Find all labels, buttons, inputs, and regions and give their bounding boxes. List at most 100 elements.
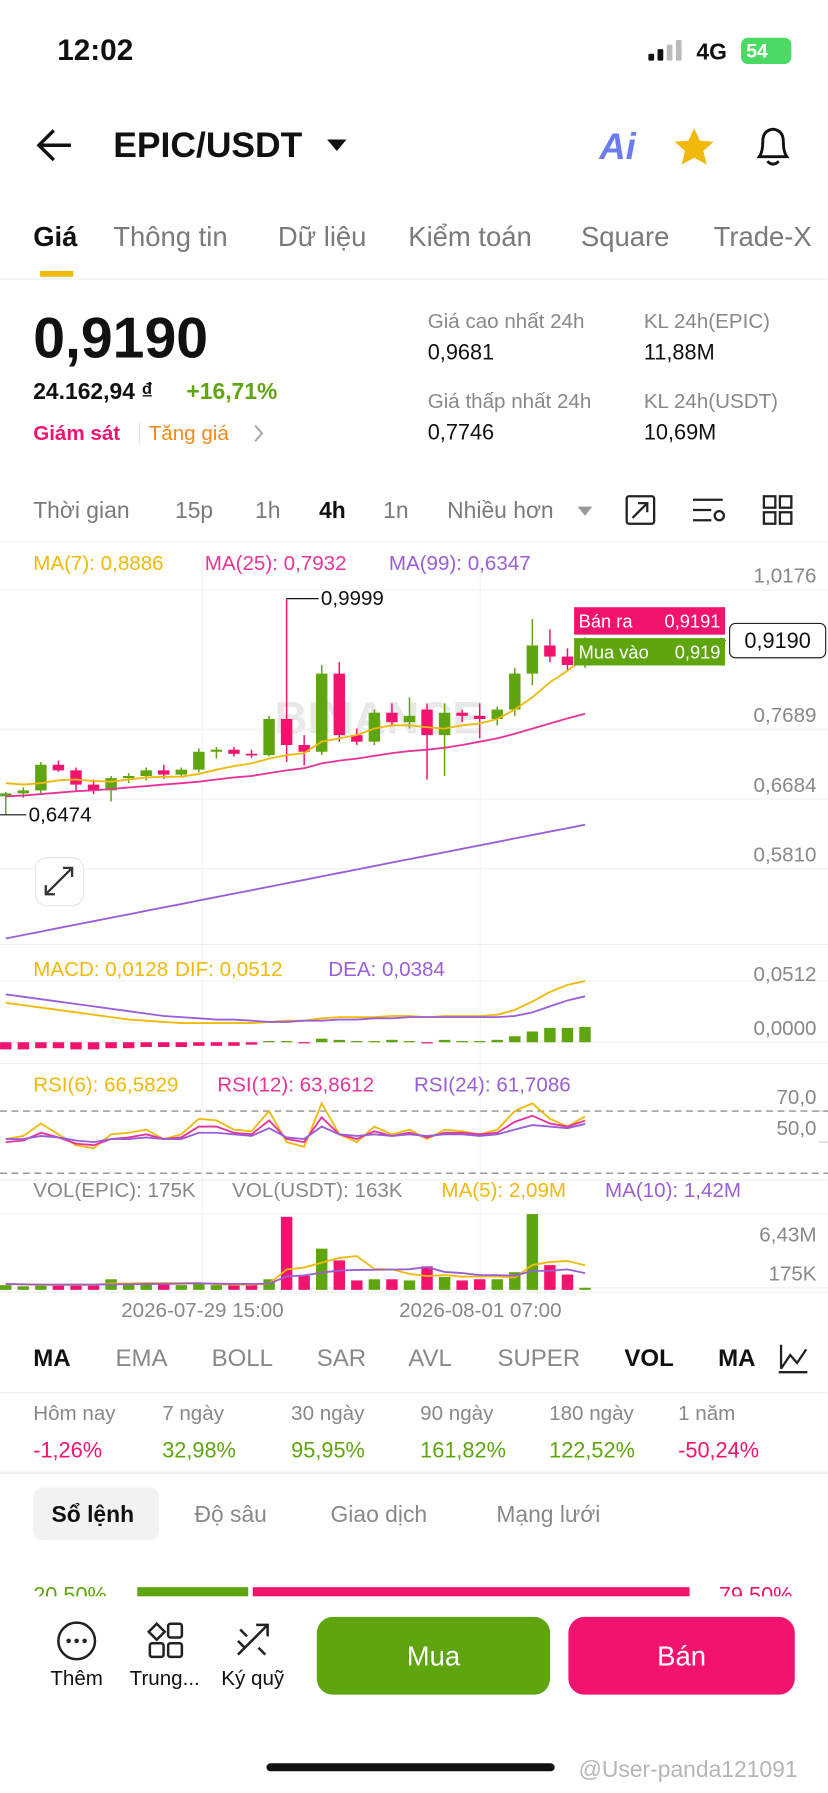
bar	[35, 1042, 47, 1049]
candle-body	[456, 712, 468, 716]
margin-icon[interactable]	[237, 1623, 269, 1656]
bar	[122, 1283, 135, 1290]
tab[interactable]: Dữ liệu	[278, 221, 367, 252]
pair-dropdown[interactable]	[327, 139, 347, 151]
nav-label[interactable]: Thêm	[50, 1667, 103, 1690]
favorite-button[interactable]	[674, 128, 714, 165]
indicator-tab[interactable]: SAR	[317, 1345, 366, 1372]
back-button[interactable]	[36, 129, 71, 162]
ai-button[interactable]: Ai	[598, 126, 636, 167]
candle-body	[438, 712, 451, 736]
sell-label[interactable]: Bán	[657, 1640, 706, 1671]
orderbook-tab[interactable]: Giao dịch	[331, 1501, 428, 1527]
more-caret	[577, 506, 593, 516]
orderbook-tab[interactable]: Mạng lưới	[496, 1501, 600, 1527]
book-value: 0,9191	[665, 610, 721, 631]
nav-label[interactable]: Trung...	[130, 1667, 200, 1690]
indicator-tab[interactable]: MA	[718, 1345, 755, 1372]
y-tick-label: 0,0512	[754, 963, 817, 986]
hub-icon[interactable]	[146, 1621, 184, 1659]
timeframe[interactable]: Thời gian	[33, 497, 129, 523]
candle-body	[105, 778, 117, 791]
monitor-link[interactable]: Giám sát	[33, 422, 120, 445]
indicator-tab[interactable]: SUPER	[497, 1345, 580, 1372]
pair-title[interactable]: EPIC/USDT	[113, 125, 302, 165]
bar	[386, 1039, 398, 1043]
orderbook-tab[interactable]: Sổ lệnh	[52, 1501, 135, 1527]
indicator-line	[5, 1114, 586, 1147]
bar	[473, 1279, 486, 1290]
bar	[228, 1285, 240, 1290]
indicator-line	[5, 1123, 586, 1144]
tab[interactable]: Kiểm toán	[408, 221, 532, 252]
indicator-line	[5, 656, 586, 786]
timeframe[interactable]: Nhiều hơn	[447, 497, 553, 523]
tab[interactable]: Trade-X	[714, 221, 812, 252]
bar	[386, 1279, 398, 1290]
watermark: @User-panda121091	[579, 1756, 798, 1782]
candle-body	[70, 770, 82, 785]
bar	[509, 1036, 521, 1043]
candle-body	[280, 718, 293, 746]
chart-tools[interactable]	[625, 495, 793, 525]
bar	[421, 1266, 433, 1290]
bar	[140, 1042, 152, 1048]
orderbook-tab[interactable]: Độ sâu	[194, 1501, 266, 1527]
candle-body	[473, 715, 486, 719]
indicator-tab[interactable]: EMA	[116, 1345, 168, 1372]
bar	[245, 1283, 258, 1290]
nav-label[interactable]: Ký quỹ	[221, 1667, 285, 1690]
candle-body	[210, 749, 223, 752]
more-icon[interactable]	[57, 1621, 97, 1661]
y-tick-label: 6,43M	[759, 1223, 816, 1246]
buy-label[interactable]: Mua	[407, 1640, 461, 1671]
candle-body	[140, 770, 152, 777]
indicator-tab[interactable]: BOLL	[212, 1345, 273, 1372]
bar	[491, 1039, 503, 1043]
indicator-tab[interactable]: AVL	[408, 1345, 452, 1372]
candle-body	[316, 673, 328, 752]
rise-link[interactable]: Tăng giá	[149, 422, 230, 445]
bar	[298, 1042, 310, 1044]
candle-body	[122, 776, 135, 779]
y-tick-label: 0,7689	[754, 704, 817, 727]
tab[interactable]: Square	[581, 221, 669, 252]
alert-button[interactable]	[756, 127, 790, 166]
orderbook-tabs: Sổ lệnh Độ sâu Giao dịch Mạng lưới	[52, 1501, 601, 1527]
y-tick-label: 0,5810	[754, 843, 817, 866]
last-price: 0,9190	[33, 306, 208, 370]
tab[interactable]: Giá	[33, 221, 78, 252]
y-tick-label: 70,0	[776, 1086, 816, 1109]
tab[interactable]: Thông tin	[113, 221, 227, 252]
bar	[421, 1042, 433, 1044]
timeframe[interactable]: 4h	[319, 497, 346, 523]
book-box	[574, 607, 726, 635]
indicator-settings[interactable]	[778, 1344, 808, 1374]
candle-body	[403, 715, 416, 723]
bar	[561, 1027, 574, 1043]
bar	[158, 1042, 170, 1048]
stat-label: Giá thấp nhất 24h	[428, 390, 592, 413]
indicator-tabs: MA EMA BOLL SAR AVL SUPER VOL MA	[33, 1345, 755, 1372]
bar	[280, 1041, 293, 1043]
chevron	[254, 424, 264, 443]
candle-body	[298, 745, 310, 752]
indicator-tab[interactable]: VOL	[624, 1345, 673, 1372]
sell-ratio-bar	[252, 1587, 690, 1599]
timeframe[interactable]: 15p	[175, 497, 213, 523]
signal-icon	[648, 40, 682, 61]
indicator-tab[interactable]: MA	[33, 1345, 70, 1372]
sell-button[interactable]	[568, 1616, 795, 1695]
buy-button[interactable]	[316, 1616, 551, 1695]
last-price-label: 0,9190	[744, 628, 810, 653]
timeframe[interactable]: 1n	[383, 497, 408, 523]
period-label: 30 ngày	[291, 1402, 365, 1425]
timeframe[interactable]: 1h	[255, 497, 280, 523]
candle-body	[35, 764, 47, 791]
bar	[438, 1039, 451, 1043]
candle-body	[386, 712, 398, 723]
bar	[17, 1042, 30, 1050]
stats: Giá cao nhất 24h 0,9681 KL 24h(EPIC) 11,88M…	[428, 310, 778, 445]
last-price-box	[729, 622, 827, 659]
legend-entry: MA(99): 0,6347	[389, 552, 531, 575]
